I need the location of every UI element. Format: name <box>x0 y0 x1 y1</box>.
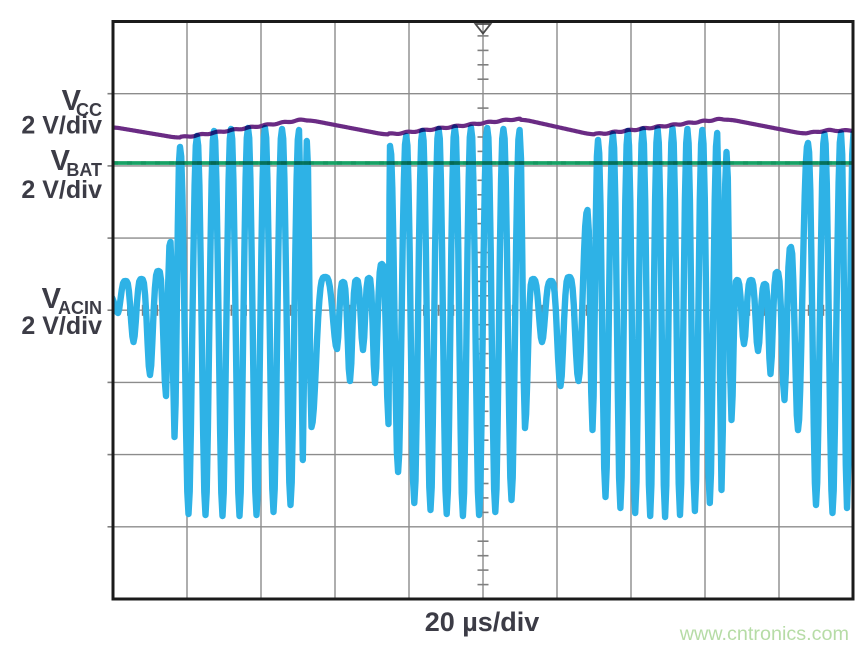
svg-text:CC: CC <box>76 100 102 120</box>
svg-text:20 µs/div: 20 µs/div <box>425 607 540 637</box>
svg-text:V: V <box>62 85 82 117</box>
svg-text:BAT: BAT <box>66 160 102 180</box>
svg-text:2 V/div: 2 V/div <box>21 312 102 340</box>
svg-text:www.cntronics.com: www.cntronics.com <box>679 623 849 645</box>
svg-text:ACIN: ACIN <box>58 298 102 318</box>
svg-text:2 V/div: 2 V/div <box>21 176 102 204</box>
svg-text:2 V/div: 2 V/div <box>21 112 102 140</box>
svg-text:V: V <box>42 283 62 315</box>
svg-text:V: V <box>51 145 71 177</box>
